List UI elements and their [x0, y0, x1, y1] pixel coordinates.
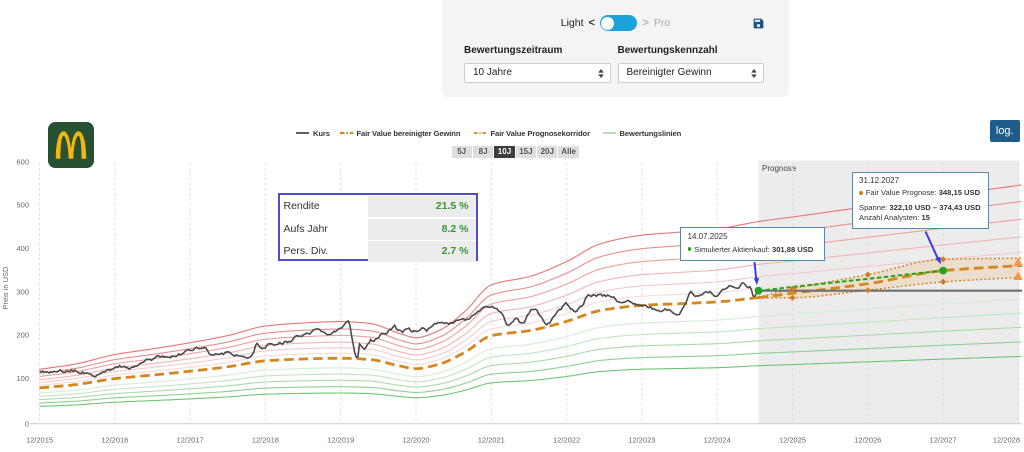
svg-text:12/2025: 12/2025: [779, 436, 806, 445]
svg-text:12/2017: 12/2017: [177, 436, 204, 445]
svg-text:12/2023: 12/2023: [628, 436, 655, 445]
svg-text:600: 600: [16, 157, 29, 166]
svg-text:300: 300: [16, 287, 29, 296]
svg-text:12/2016: 12/2016: [101, 436, 128, 445]
svg-text:12/2021: 12/2021: [478, 436, 505, 445]
svg-text:12/2015: 12/2015: [26, 436, 53, 445]
svg-text:Preis in USD: Preis in USD: [1, 266, 10, 310]
svg-text:12/2027: 12/2027: [930, 436, 957, 445]
svg-text:0: 0: [25, 419, 29, 428]
svg-text:12/2019: 12/2019: [327, 436, 354, 445]
svg-text:12/2022: 12/2022: [553, 436, 580, 445]
svg-text:12/2018: 12/2018: [252, 436, 279, 445]
svg-text:12/2028: 12/2028: [993, 436, 1020, 445]
svg-text:200: 200: [16, 331, 29, 340]
svg-text:12/2020: 12/2020: [402, 436, 429, 445]
svg-text:12/2024: 12/2024: [704, 436, 731, 445]
svg-text:Prognose: Prognose: [762, 164, 797, 173]
svg-text:400: 400: [16, 244, 29, 253]
svg-text:12/2026: 12/2026: [854, 436, 881, 445]
svg-text:100: 100: [16, 374, 29, 383]
svg-text:500: 500: [16, 201, 29, 210]
